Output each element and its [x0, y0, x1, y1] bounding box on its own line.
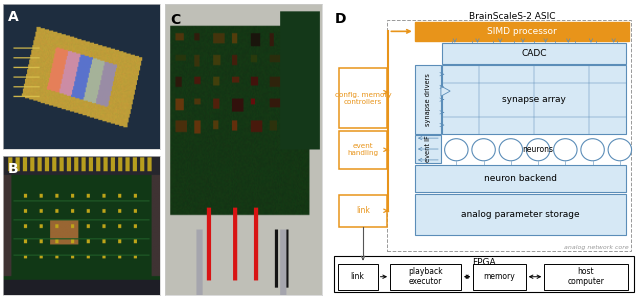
- Text: neuron backend: neuron backend: [484, 174, 557, 183]
- Text: synapse drivers: synapse drivers: [425, 73, 431, 126]
- Text: event IF: event IF: [425, 136, 431, 162]
- Polygon shape: [441, 86, 450, 96]
- Circle shape: [499, 139, 522, 161]
- Circle shape: [445, 139, 468, 161]
- Text: config. memory
controllers: config. memory controllers: [335, 92, 391, 105]
- Bar: [415, 22, 629, 41]
- Text: playback
executor: playback executor: [408, 267, 443, 286]
- Text: link: link: [356, 206, 370, 215]
- Circle shape: [526, 139, 550, 161]
- Text: neurons: neurons: [523, 145, 554, 154]
- Text: BrainScaleS-2 ASIC: BrainScaleS-2 ASIC: [468, 12, 555, 21]
- Text: CADC: CADC: [522, 49, 547, 58]
- Bar: [415, 66, 441, 134]
- Bar: [339, 131, 387, 169]
- Bar: [544, 264, 628, 290]
- Bar: [335, 256, 634, 292]
- Bar: [415, 165, 626, 192]
- Text: link: link: [351, 272, 365, 281]
- Bar: [415, 194, 626, 235]
- Circle shape: [554, 139, 577, 161]
- Bar: [442, 43, 626, 64]
- Text: event
handling: event handling: [348, 143, 379, 156]
- Text: C: C: [170, 13, 180, 27]
- Text: FPGA: FPGA: [472, 258, 496, 267]
- Bar: [339, 195, 387, 227]
- Text: B: B: [8, 162, 19, 176]
- Text: D: D: [335, 12, 346, 26]
- Text: analog network core: analog network core: [564, 245, 629, 250]
- Bar: [390, 264, 461, 290]
- Circle shape: [472, 139, 495, 161]
- Bar: [337, 264, 378, 290]
- Bar: [442, 66, 626, 134]
- Circle shape: [608, 139, 632, 161]
- Bar: [415, 135, 441, 163]
- Bar: [387, 21, 630, 252]
- Text: host
computer: host computer: [568, 267, 604, 286]
- Text: analog parameter storage: analog parameter storage: [461, 210, 580, 219]
- Text: SIMD processor: SIMD processor: [487, 27, 557, 36]
- Bar: [474, 264, 525, 290]
- Text: memory: memory: [484, 272, 515, 281]
- Text: synapse array: synapse array: [502, 95, 566, 104]
- Text: A: A: [8, 10, 19, 24]
- Bar: [339, 69, 387, 128]
- Circle shape: [581, 139, 604, 161]
